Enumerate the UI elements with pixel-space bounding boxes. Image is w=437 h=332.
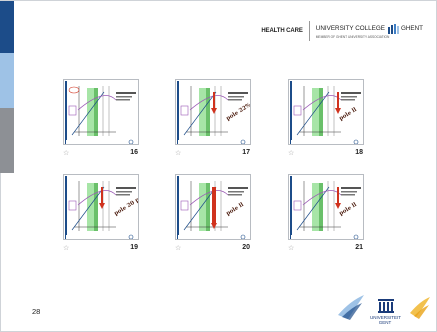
page-number: 28	[32, 307, 41, 316]
university-college-logo: UNIVERSITY COLLEGE GHENT MEMBER OF GHENT…	[315, 23, 423, 39]
slide-number: 20	[242, 244, 250, 251]
logo-divider	[308, 21, 310, 41]
slide-thumbnail[interactable]	[63, 79, 139, 145]
sidebar-accent-gray	[0, 108, 14, 173]
star-icon[interactable]: ☆	[175, 150, 182, 157]
slide-number: 19	[130, 244, 138, 251]
ghent-university-logo-text: UNIVERSITEIT GENT	[370, 315, 402, 325]
star-icon[interactable]: ☆	[288, 150, 295, 157]
slide-number: 17	[242, 149, 250, 156]
slide-thumbnail[interactable]: pole ll	[175, 174, 251, 240]
college-subtitle: MEMBER OF GHENT UNIVERSITY ASSOCIATION	[315, 34, 390, 39]
college-name-right: GHENT	[400, 25, 423, 32]
slide-number: 18	[355, 149, 363, 156]
health-care-logo: HEALTH CARE	[261, 28, 303, 34]
footer-swoosh-icon	[338, 295, 430, 320]
college-emblem-icon	[387, 23, 399, 34]
star-icon[interactable]: ☆	[63, 150, 70, 157]
star-icon[interactable]: ☆	[175, 245, 182, 252]
slide-thumbnail[interactable]: pole 22%	[175, 79, 251, 145]
slide-thumbnail[interactable]: pole 20 pulses	[63, 174, 139, 240]
slide-thumbnail[interactable]: pole ll	[288, 79, 364, 145]
slide-number: 21	[355, 244, 363, 251]
slide-thumbnail[interactable]: pole ll	[288, 174, 364, 240]
slide-number: 16	[130, 149, 138, 156]
star-icon[interactable]: ☆	[288, 245, 295, 252]
sidebar-accent-light	[0, 53, 14, 108]
college-name-left: UNIVERSITY COLLEGE	[315, 25, 385, 32]
sidebar-accent-dark	[0, 1, 14, 53]
footer-logos: UNIVERSITEIT GENT	[336, 293, 432, 325]
star-icon[interactable]: ☆	[63, 245, 70, 252]
header-logos: HEALTH CARE UNIVERSITY COLLEGE GHENT MEM…	[261, 18, 423, 44]
